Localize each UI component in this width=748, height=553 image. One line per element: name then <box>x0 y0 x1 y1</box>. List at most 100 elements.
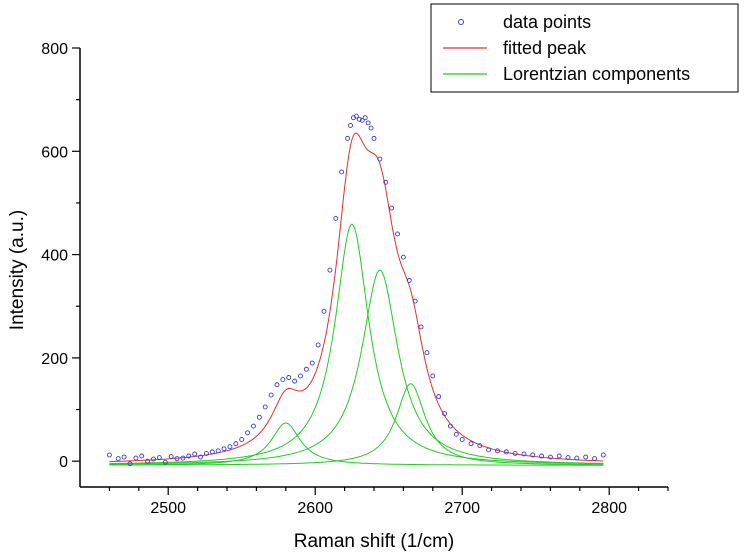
data-point <box>424 350 430 356</box>
data-point <box>395 231 400 237</box>
data-point <box>389 205 395 211</box>
data-point <box>368 125 374 131</box>
x-tick-label: 2600 <box>297 500 333 517</box>
data-point <box>495 448 500 454</box>
data-point <box>447 423 453 429</box>
data-point <box>262 404 268 410</box>
data-point <box>592 456 597 462</box>
legend-marker-data-points <box>458 19 464 25</box>
data-point <box>286 375 292 380</box>
data-point <box>239 437 245 442</box>
x-tick-label: 2700 <box>444 500 480 517</box>
data-point <box>468 441 474 447</box>
legend-label: Lorentzian components <box>503 64 690 84</box>
data-point <box>565 455 571 461</box>
data-point <box>583 454 589 460</box>
data-point <box>168 454 174 459</box>
data-point <box>192 451 198 457</box>
data-point <box>547 454 553 460</box>
data-point <box>162 459 168 465</box>
data-point <box>503 449 509 455</box>
lorentzian-component-4 <box>109 383 604 466</box>
data-point <box>521 451 527 457</box>
data-point <box>256 414 262 420</box>
data-point <box>180 455 186 461</box>
data-point <box>227 444 233 450</box>
plot-area <box>106 113 606 467</box>
data-point <box>339 169 345 175</box>
data-point <box>274 382 280 388</box>
data-point <box>442 411 448 417</box>
data-point <box>459 437 465 442</box>
data-point <box>359 117 365 123</box>
data-point <box>156 455 162 461</box>
data-point <box>127 461 133 467</box>
data-point <box>574 455 580 461</box>
data-point <box>292 378 298 384</box>
data-point <box>186 453 192 459</box>
data-point <box>477 443 483 449</box>
data-point <box>530 452 536 458</box>
fitted-peak-line <box>109 132 604 463</box>
data-point <box>203 450 209 456</box>
data-point <box>365 120 371 126</box>
data-point <box>106 452 112 458</box>
data-point <box>321 308 327 314</box>
data-point <box>356 116 362 122</box>
data-point <box>418 324 424 330</box>
data-point <box>362 115 368 121</box>
data-point <box>348 123 353 128</box>
x-axis-title: Raman shift (1/cm) <box>294 531 454 552</box>
data-point <box>209 449 215 455</box>
y-tick-label: 200 <box>41 351 68 368</box>
data-point <box>298 373 303 379</box>
lorentzian-component-1 <box>109 422 604 466</box>
data-point <box>486 447 492 453</box>
data-point <box>309 360 315 366</box>
data-point <box>412 298 418 304</box>
data-point <box>556 453 562 459</box>
y-tick-label: 800 <box>41 41 68 58</box>
legend: data points fitted peak Lorentzian compone… <box>430 3 739 93</box>
data-point <box>280 377 286 383</box>
data-point <box>453 431 459 437</box>
data-point <box>327 267 333 273</box>
lorentzian-component-2 <box>109 223 604 465</box>
data-point <box>345 135 350 141</box>
data-point <box>315 342 321 348</box>
data-point <box>215 448 221 454</box>
lorentzian-component-3 <box>109 269 604 465</box>
y-tick-label: 600 <box>41 144 68 161</box>
data-point <box>233 441 239 447</box>
x-tick-label: 2500 <box>150 500 186 517</box>
data-point <box>221 446 227 452</box>
data-point <box>121 454 127 460</box>
data-point <box>430 373 436 379</box>
legend-label: data points <box>503 12 591 32</box>
data-point <box>174 456 180 462</box>
data-point <box>115 456 121 462</box>
data-point <box>251 423 256 429</box>
data-point <box>400 254 406 260</box>
data-point <box>139 453 145 459</box>
data-point <box>512 450 518 456</box>
data-point <box>600 452 606 458</box>
data-point <box>353 113 359 119</box>
data-point <box>383 179 389 185</box>
data-point <box>133 455 139 461</box>
data-point <box>371 135 377 141</box>
legend-label: fitted peak <box>503 38 587 58</box>
data-point <box>145 458 151 464</box>
data-point <box>333 215 339 221</box>
y-tick-label: 0 <box>59 454 68 471</box>
data-point <box>539 453 545 459</box>
y-tick-label: 400 <box>41 248 68 265</box>
data-point <box>151 456 156 462</box>
data-point <box>406 277 412 283</box>
data-point <box>198 454 203 460</box>
data-point <box>245 430 251 436</box>
data-point <box>436 394 442 400</box>
data-point <box>268 392 274 398</box>
data-point <box>377 156 383 162</box>
